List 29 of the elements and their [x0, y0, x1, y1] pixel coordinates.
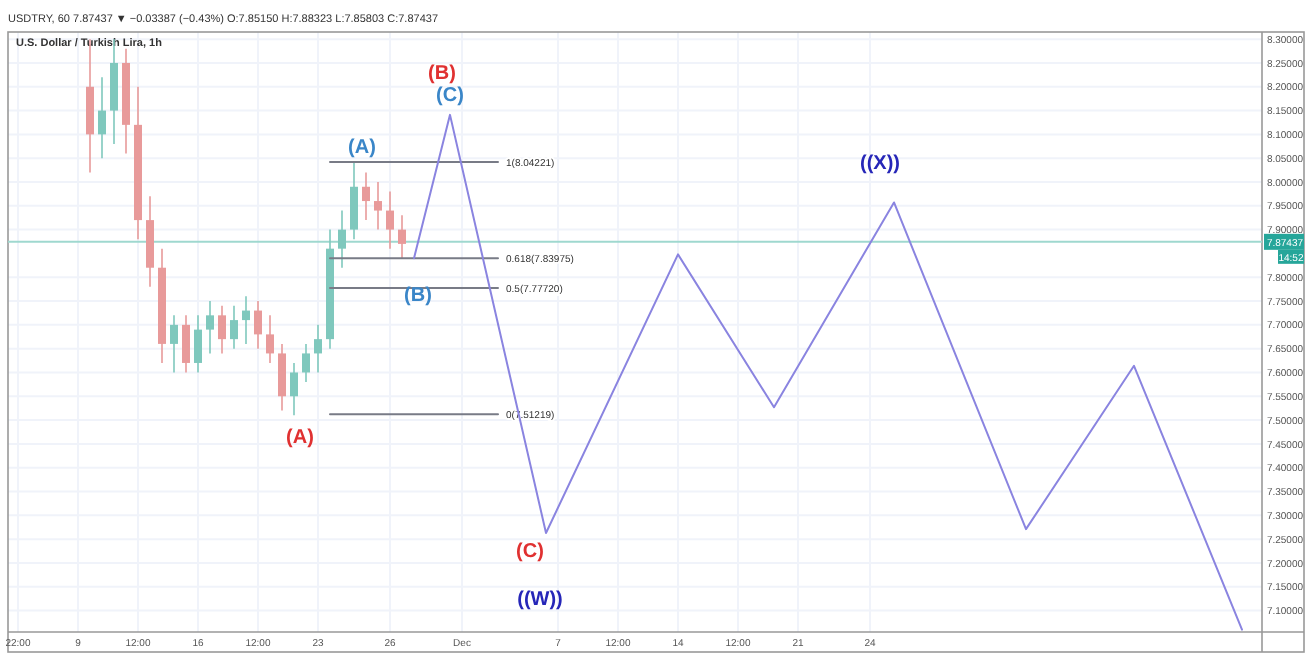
- candlestick: [338, 209, 346, 269]
- candlestick: [374, 181, 382, 231]
- annotation: (A): [286, 427, 314, 449]
- candlestick: [206, 300, 214, 355]
- annotation: ((X)): [860, 153, 900, 175]
- candlestick: [194, 314, 202, 374]
- candlestick: [362, 171, 370, 221]
- candlestick: [398, 214, 406, 259]
- candlestick: [350, 162, 358, 240]
- candlestick: [218, 305, 226, 355]
- candlestick: [230, 305, 238, 350]
- candlestick: [182, 314, 190, 374]
- annotation: (C): [516, 541, 544, 563]
- candlestick: [314, 324, 322, 374]
- annotation: ((W)): [517, 589, 563, 611]
- candlestick: [278, 343, 286, 412]
- candlestick: [146, 195, 154, 288]
- candlestick: [386, 190, 394, 250]
- candlestick: [290, 362, 298, 417]
- candlestick: [170, 314, 178, 374]
- candlestick: [242, 295, 250, 345]
- candlestick: [98, 76, 106, 159]
- annotation: (C): [436, 85, 464, 107]
- annotation: (A): [348, 137, 376, 159]
- annotation: (B): [428, 63, 456, 85]
- candlestick: [266, 314, 274, 364]
- candlestick: [254, 300, 262, 350]
- candlestick: [302, 343, 310, 383]
- annotation: (B): [404, 285, 432, 307]
